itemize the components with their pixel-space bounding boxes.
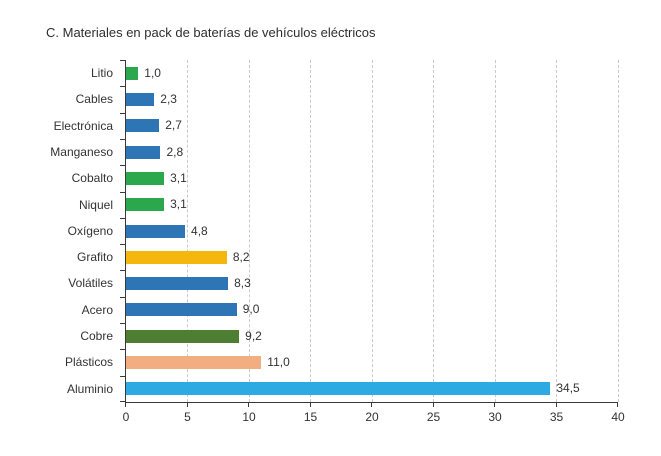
x-tick-label: 5	[184, 410, 191, 424]
x-tick-label: 40	[611, 410, 625, 424]
bar	[126, 66, 139, 80]
value-label: 9,2	[245, 328, 262, 343]
y-axis-tick	[120, 244, 126, 246]
bar	[126, 198, 165, 212]
y-axis-tick	[120, 191, 126, 193]
gridline	[187, 60, 188, 402]
y-axis-tick	[120, 138, 126, 140]
category-label: Volátiles	[68, 276, 113, 291]
x-axis-tick	[617, 402, 619, 407]
x-axis-tick	[371, 402, 373, 407]
y-axis-tick	[120, 270, 126, 272]
bar	[126, 119, 160, 133]
category-label: Plásticos	[64, 355, 113, 370]
x-tick-label: 0	[122, 410, 130, 424]
x-tick-label: 25	[426, 410, 441, 424]
x-axis-tick	[309, 402, 311, 407]
gridline	[617, 60, 619, 402]
y-axis-tick	[120, 217, 126, 219]
category-label: Grafito	[76, 250, 113, 265]
gridline	[433, 60, 434, 402]
category-label: Cobre	[80, 329, 113, 344]
value-label: 2,7	[165, 118, 182, 133]
value-label: 3,1	[170, 197, 187, 212]
gridline	[371, 60, 373, 402]
value-label: 8,3	[234, 276, 251, 291]
value-label: 34,5	[556, 381, 580, 396]
bar	[126, 277, 229, 291]
category-label: Litio	[90, 66, 113, 80]
chart-title: C. Materiales en pack de baterías de veh…	[46, 25, 376, 40]
y-axis-tick	[120, 86, 126, 88]
bar	[126, 356, 262, 370]
bar	[126, 382, 551, 396]
bar	[126, 171, 165, 185]
y-axis-tick	[120, 296, 126, 298]
bar	[126, 224, 186, 238]
y-axis-tick	[120, 165, 126, 167]
x-tick-label: 30	[488, 410, 502, 424]
x-axis-tick	[432, 402, 434, 407]
category-label: Niquel	[78, 197, 113, 212]
category-label: Manganeso	[50, 144, 113, 159]
x-axis-tick	[125, 402, 127, 407]
bar	[126, 303, 237, 317]
x-axis-tick	[186, 402, 188, 407]
value-label: 2,3	[160, 91, 177, 106]
bar	[126, 329, 240, 343]
category-label: Acero	[81, 302, 113, 317]
value-label: 4,8	[191, 223, 208, 238]
value-label: 11,0	[267, 355, 290, 370]
y-axis-tick	[120, 375, 126, 377]
y-axis-tick	[120, 323, 126, 325]
gridline	[310, 60, 311, 402]
category-label: Electrónica	[53, 118, 113, 133]
value-label: 9,0	[242, 302, 260, 317]
x-axis-tick	[494, 402, 496, 407]
value-label: 1,0	[144, 65, 161, 80]
gridline	[556, 60, 557, 402]
x-tick-label: 10	[242, 410, 256, 424]
x-tick-label: 35	[549, 410, 564, 424]
x-axis-tick	[555, 402, 557, 407]
gridline	[494, 60, 496, 402]
x-tick-label: 15	[303, 410, 318, 424]
x-tick-label: 20	[365, 410, 379, 424]
category-label: Cables	[75, 92, 113, 107]
y-axis-tick	[120, 400, 126, 402]
gridline	[248, 60, 250, 402]
value-label: 3,1	[170, 170, 187, 185]
bar	[126, 250, 227, 264]
bar	[126, 92, 155, 106]
y-axis-tick	[120, 349, 126, 351]
y-axis-tick	[120, 60, 126, 61]
value-label: 8,2	[232, 249, 250, 264]
category-label: Aluminio	[66, 381, 113, 396]
value-label: 2,8	[166, 144, 184, 159]
x-axis-tick	[248, 402, 250, 407]
y-axis-tick	[120, 112, 126, 114]
category-label: Oxígeno	[67, 223, 113, 238]
category-label: Cobalto	[71, 171, 113, 186]
bar	[126, 145, 161, 159]
plot-area: 1,0 2,3 2,7 2,8 3,1 3,1 4,8 8,2 8,3 9,0 9,2 11,0 34,…	[50, 60, 625, 424]
